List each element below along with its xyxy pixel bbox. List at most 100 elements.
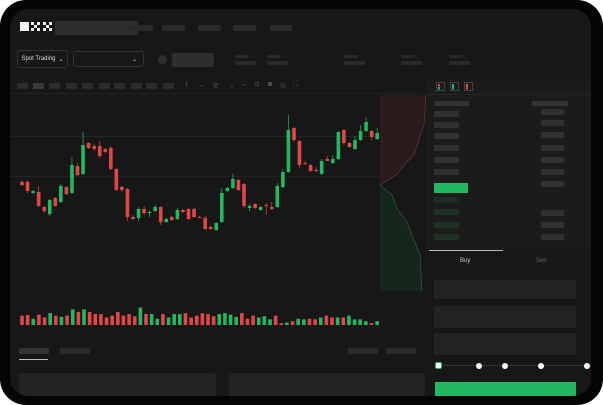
tab-open-orders[interactable] bbox=[19, 348, 49, 354]
buy-button[interactable] bbox=[435, 382, 576, 396]
volume-bar bbox=[302, 319, 306, 325]
candle bbox=[242, 184, 246, 206]
nav-item[interactable] bbox=[198, 25, 221, 31]
timeframe-button[interactable] bbox=[163, 83, 174, 89]
slider-step-25[interactable] bbox=[476, 363, 482, 369]
timeframe-button[interactable] bbox=[146, 83, 157, 89]
nav-item[interactable] bbox=[162, 25, 185, 31]
ask-row[interactable] bbox=[434, 122, 459, 128]
camera-icon[interactable]: ◙ bbox=[268, 81, 273, 88]
price-input[interactable] bbox=[434, 280, 576, 299]
candle bbox=[342, 130, 346, 143]
candle bbox=[325, 159, 330, 161]
timeframe-button[interactable] bbox=[17, 83, 28, 89]
percent-slider-track[interactable] bbox=[438, 365, 588, 366]
bid-row[interactable] bbox=[434, 222, 459, 228]
volume-bar bbox=[358, 319, 363, 325]
candle bbox=[303, 163, 307, 164]
bid-amount[interactable] bbox=[541, 234, 564, 240]
filter-button[interactable] bbox=[348, 348, 378, 354]
ask-row[interactable] bbox=[434, 169, 459, 175]
chart-type-icon[interactable]: ⌇ bbox=[185, 82, 189, 89]
nav-item[interactable] bbox=[233, 25, 256, 31]
ask-row[interactable] bbox=[434, 157, 459, 163]
slider-step-100[interactable] bbox=[584, 363, 590, 369]
timeframe-button[interactable] bbox=[114, 83, 125, 89]
volume-bar bbox=[285, 322, 289, 325]
ask-amount[interactable] bbox=[541, 169, 564, 175]
volume-bar bbox=[189, 317, 193, 325]
line-tool-icon[interactable]: ∼ bbox=[241, 82, 247, 89]
tab-order-history[interactable] bbox=[60, 348, 90, 354]
volume-bar bbox=[155, 318, 160, 325]
timeframe-button[interactable] bbox=[131, 83, 142, 89]
timeframe-button[interactable] bbox=[82, 83, 93, 89]
candle bbox=[142, 209, 146, 213]
candle bbox=[114, 169, 119, 190]
timeframe-button[interactable] bbox=[49, 83, 60, 89]
ask-row[interactable] bbox=[434, 145, 459, 151]
volume-bar bbox=[31, 318, 36, 325]
total-input[interactable] bbox=[434, 333, 576, 355]
amount-input[interactable] bbox=[434, 306, 576, 328]
ask-amount[interactable] bbox=[541, 109, 564, 115]
ask-amount[interactable] bbox=[541, 132, 564, 138]
tab-sell[interactable]: Sell bbox=[536, 258, 547, 264]
chevron-down-icon[interactable]: ⌄ bbox=[199, 82, 205, 89]
bid-row[interactable] bbox=[434, 209, 459, 215]
candle bbox=[214, 223, 219, 230]
ask-row[interactable] bbox=[434, 111, 459, 117]
ruler-icon[interactable]: ⧄ bbox=[255, 81, 260, 88]
volume-bar bbox=[127, 314, 131, 325]
volume-bar bbox=[59, 316, 64, 325]
ask-amount[interactable] bbox=[541, 181, 564, 187]
stat-label bbox=[267, 55, 281, 58]
fullscreen-icon[interactable]: ⛶ bbox=[293, 81, 298, 88]
mid-price-highlight[interactable] bbox=[434, 183, 468, 193]
candlestick-chart[interactable] bbox=[10, 89, 382, 329]
volume-bar bbox=[335, 317, 340, 325]
spot-trading-selector[interactable]: Spot Trading ⌄ bbox=[17, 50, 68, 68]
timeframe-button-active[interactable] bbox=[33, 83, 44, 89]
bid-row[interactable] bbox=[434, 197, 459, 203]
percent-slider-handle[interactable] bbox=[435, 362, 442, 369]
candle bbox=[158, 207, 163, 222]
candle bbox=[331, 159, 335, 163]
pair-selector[interactable]: ⌄ bbox=[73, 51, 144, 67]
both-sides-icon bbox=[436, 82, 445, 91]
volume-bar bbox=[211, 316, 216, 325]
candle bbox=[353, 140, 357, 149]
ask-amount[interactable] bbox=[541, 157, 564, 163]
orderbook-view-toggle[interactable] bbox=[436, 82, 476, 92]
chevron-down-icon[interactable]: ⌄ bbox=[229, 82, 235, 89]
timeframe-button[interactable] bbox=[99, 83, 110, 89]
timeframe-button[interactable] bbox=[66, 83, 77, 89]
bid-row[interactable] bbox=[434, 234, 459, 240]
filter-button[interactable] bbox=[386, 348, 416, 354]
indicator-icon[interactable]: ⊵ bbox=[213, 82, 219, 89]
volume-bar bbox=[178, 314, 182, 325]
bid-amount[interactable] bbox=[541, 222, 564, 228]
nav-item[interactable] bbox=[270, 25, 292, 31]
price-placeholder bbox=[172, 53, 214, 67]
candle bbox=[109, 148, 113, 169]
candle bbox=[281, 172, 285, 187]
bid-amount[interactable] bbox=[541, 210, 564, 216]
candle bbox=[225, 188, 230, 191]
tab-buy[interactable]: Buy bbox=[460, 258, 471, 264]
ask-row[interactable] bbox=[434, 133, 459, 139]
assets-panel bbox=[229, 373, 425, 396]
depth-chart bbox=[380, 95, 426, 291]
slider-step-75[interactable] bbox=[538, 363, 544, 369]
slider-step-50[interactable] bbox=[502, 363, 508, 369]
ask-amount[interactable] bbox=[541, 120, 564, 126]
ask-amount[interactable] bbox=[541, 145, 564, 151]
volume-bar bbox=[166, 317, 171, 325]
settings-icon[interactable]: ◎ bbox=[280, 82, 287, 89]
nav-item[interactable] bbox=[128, 25, 153, 31]
volume-bar bbox=[138, 307, 143, 325]
search-bar-placeholder[interactable] bbox=[55, 21, 138, 35]
okx-logo[interactable] bbox=[20, 22, 53, 31]
candle bbox=[181, 210, 185, 212]
candle bbox=[59, 186, 63, 202]
